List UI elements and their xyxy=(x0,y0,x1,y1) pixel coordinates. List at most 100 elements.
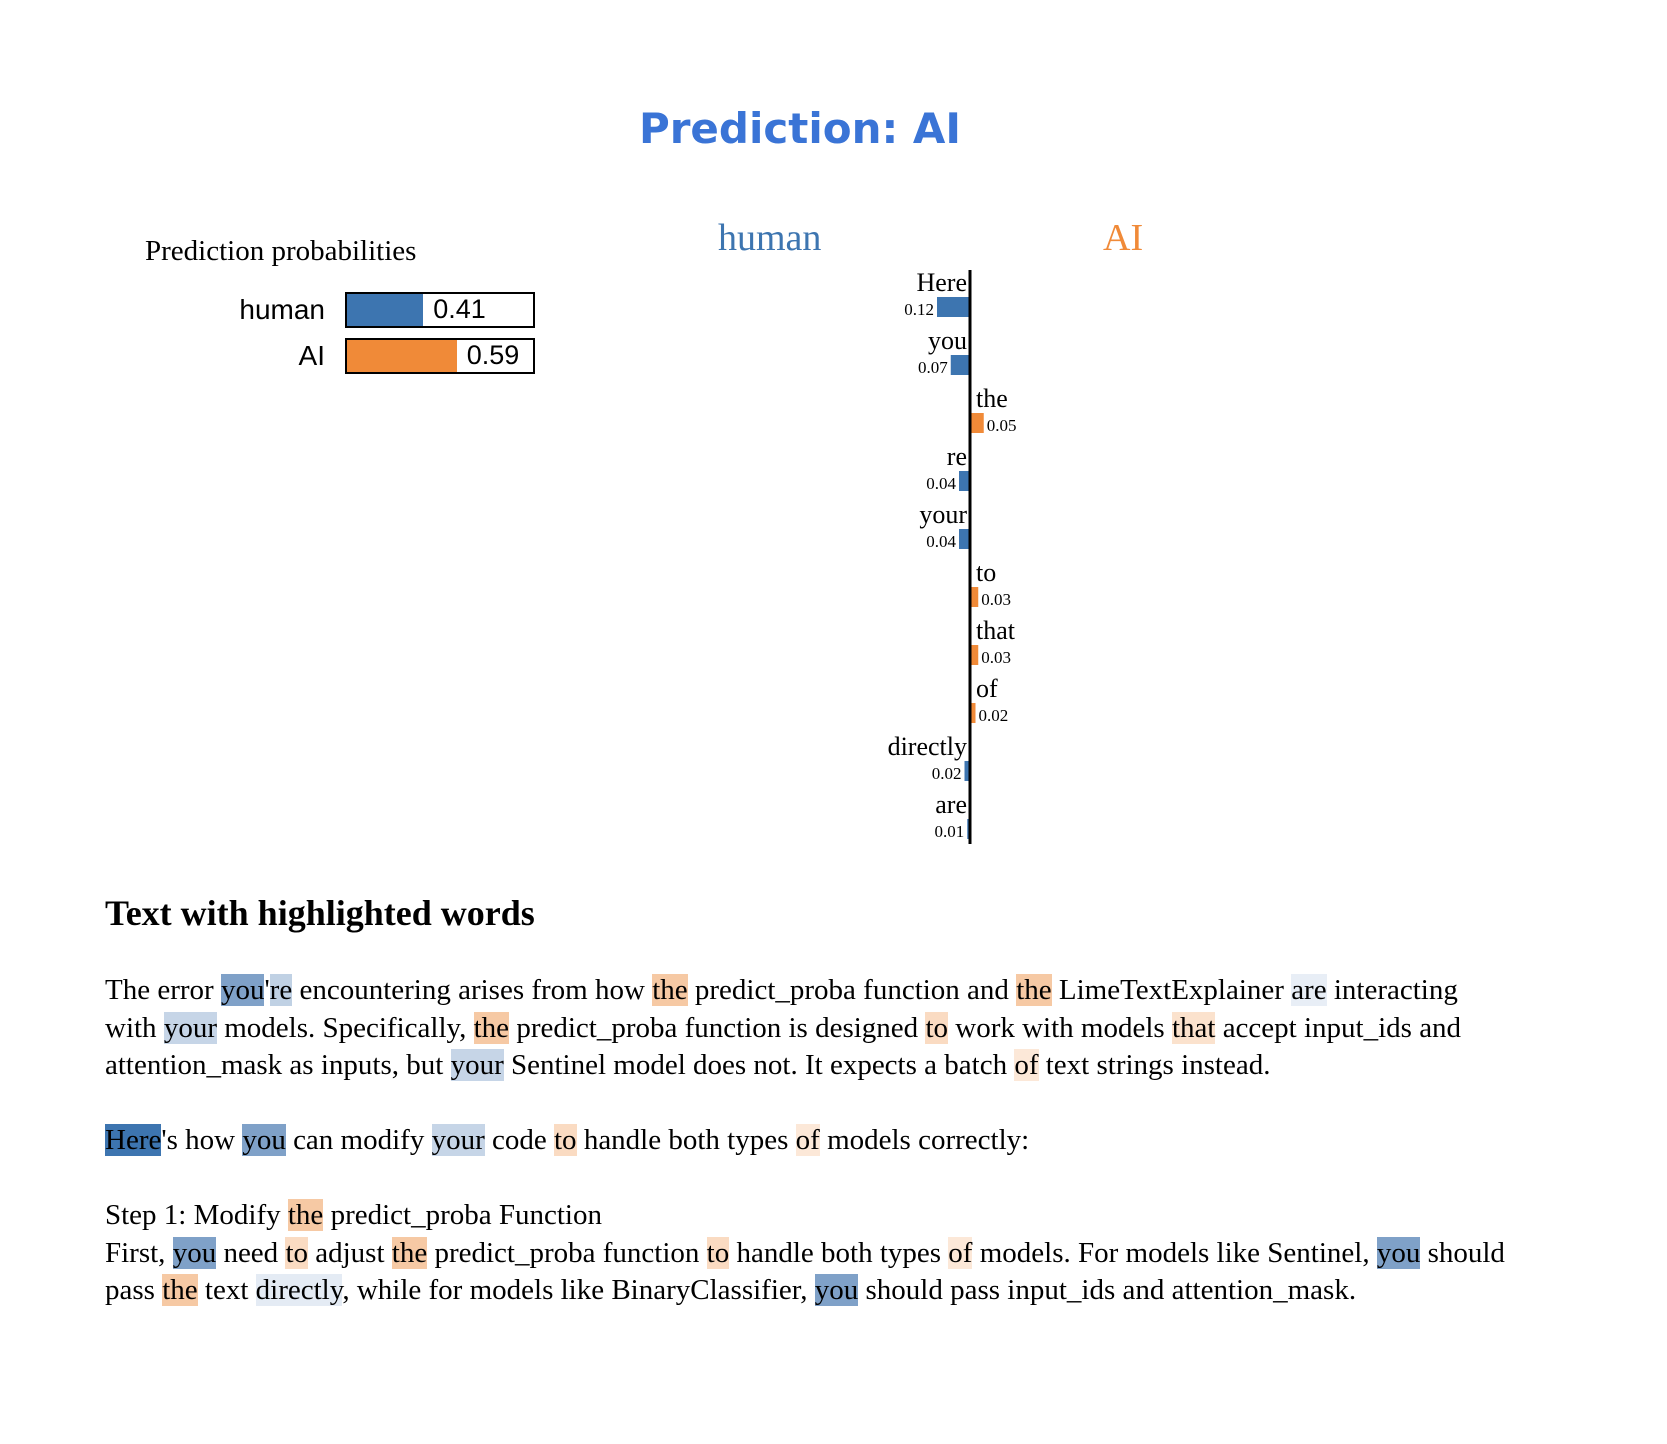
highlighted-word: to xyxy=(706,1236,730,1269)
text-segment: text xyxy=(197,1274,256,1306)
probability-bar-box xyxy=(345,338,535,374)
text-segment: models correctly: xyxy=(819,1124,1030,1156)
bar-the xyxy=(970,413,984,433)
highlighted-word: of xyxy=(795,1124,820,1156)
text-segment: models. For models like Sentinel, xyxy=(972,1236,1377,1269)
text-segment: predict_proba function and xyxy=(687,974,1017,1006)
highlighted-word: the xyxy=(473,1011,510,1044)
highlighted-text-title: Text with highlighted words xyxy=(105,893,535,933)
probabilities-title: Prediction probabilities xyxy=(145,235,417,267)
highlighted-word: the xyxy=(162,1274,198,1306)
prediction-title: Prediction: AI xyxy=(638,104,962,153)
feature-value-label: 0.07 xyxy=(918,358,948,377)
highlighted-word: directly xyxy=(255,1274,343,1306)
bar-directly xyxy=(964,761,970,781)
text-segment: The error xyxy=(105,974,221,1006)
text-segment: code xyxy=(484,1124,554,1156)
probability-label: human xyxy=(239,294,325,325)
highlighted-word: the xyxy=(287,1199,324,1231)
highlighted-word: your xyxy=(163,1011,217,1044)
highlighted-text: The error you're encountering arises fro… xyxy=(105,972,1505,1347)
feature-value-label: 0.03 xyxy=(981,648,1011,667)
highlighted-word: the xyxy=(1016,974,1052,1006)
text-segment: handle both types xyxy=(576,1124,796,1156)
highlighted-word: you xyxy=(1376,1236,1421,1269)
probability-bar-box xyxy=(345,292,535,328)
text-segment: interacting with xyxy=(105,974,1458,1044)
probability-label: AI xyxy=(298,340,325,371)
class-label-ai: AI xyxy=(1103,217,1144,259)
text-paragraph: Step 1: Modify the predict_proba Functio… xyxy=(105,1197,1505,1235)
feature-value-label: 0.04 xyxy=(926,532,956,551)
feature-value-label: 0.04 xyxy=(926,474,956,493)
feature-label: you xyxy=(928,326,967,355)
feature-label: your xyxy=(919,500,967,529)
text-segment: encountering arises from how xyxy=(292,974,653,1006)
highlighted-word: that xyxy=(1171,1011,1216,1044)
text-paragraph: First, you need to adjust the predict_pr… xyxy=(105,1235,1505,1310)
highlighted-word: the xyxy=(391,1236,428,1269)
highlighted-word: of xyxy=(1014,1049,1039,1081)
highlighted-word: you xyxy=(814,1274,859,1306)
text-segment: models. Specifically, xyxy=(216,1011,474,1044)
text-segment: predict_proba function is designed xyxy=(509,1011,926,1044)
feature-value-label: 0.05 xyxy=(987,416,1017,435)
highlighted-word: your xyxy=(450,1049,504,1081)
text-segment: ' xyxy=(264,974,270,1006)
text-segment: text strings instead. xyxy=(1038,1049,1271,1081)
probability-bar-fill xyxy=(347,340,457,372)
feature-weight-chart: Here 0.12 you 0.07 the 0.05 re 0.04 your 0.04 to 0.… xyxy=(888,270,1017,844)
bar-of xyxy=(970,703,976,723)
highlighted-word: Here xyxy=(105,1124,162,1156)
text-segment: predict_proba function xyxy=(427,1236,707,1269)
text-segment: Step 1: Modify xyxy=(105,1199,288,1231)
text-segment: First, xyxy=(105,1236,173,1269)
bar-Here xyxy=(937,297,970,317)
highlighted-word: to xyxy=(285,1236,308,1269)
bar-that xyxy=(970,645,979,665)
feature-label: the xyxy=(976,384,1008,413)
bar-you xyxy=(950,355,970,375)
highlighted-word: to xyxy=(554,1124,577,1156)
feature-value-label: 0.03 xyxy=(981,590,1011,609)
text-paragraph: The error you're encountering arises fro… xyxy=(105,972,1505,1085)
bar-your xyxy=(959,529,970,549)
text-segment: , while for models like BinaryClassifier… xyxy=(342,1274,815,1306)
probability-value: 0.59 xyxy=(466,340,520,370)
bar-re xyxy=(959,471,970,491)
text-segment: should pass xyxy=(105,1236,1505,1307)
text-segment: predict_proba Function xyxy=(323,1199,602,1231)
bar-to xyxy=(970,587,979,607)
feature-label: Here xyxy=(916,270,967,297)
highlighted-word: are xyxy=(1291,974,1327,1006)
class-label-human: human xyxy=(718,217,822,259)
text-segment: adjust xyxy=(308,1236,392,1269)
text-segment: handle both types xyxy=(729,1236,949,1269)
probability-value: 0.41 xyxy=(433,294,486,324)
feature-value-label: 0.02 xyxy=(979,706,1009,725)
highlighted-word: the xyxy=(652,974,688,1006)
probability-bar-fill xyxy=(347,294,424,326)
feature-label: are xyxy=(935,790,967,819)
feature-label: directly xyxy=(888,732,967,761)
feature-label: of xyxy=(976,674,998,703)
highlighted-word: your xyxy=(431,1124,485,1156)
text-segment: LimeTextExplainer xyxy=(1051,974,1292,1006)
feature-value-label: 0.12 xyxy=(904,300,934,319)
highlighted-word: you xyxy=(172,1236,217,1269)
text-segment: should pass input_ids and attention_mask… xyxy=(858,1274,1357,1306)
feature-label: that xyxy=(976,616,1016,645)
highlighted-word: re xyxy=(269,974,293,1006)
feature-value-label: 0.02 xyxy=(932,764,962,783)
highlighted-word: you xyxy=(220,974,265,1006)
feature-label: to xyxy=(976,558,996,587)
text-segment: 's how xyxy=(161,1124,243,1156)
text-segment: work with models xyxy=(948,1011,1172,1044)
text-segment: need xyxy=(216,1236,286,1269)
text-segment: can modify xyxy=(285,1124,432,1156)
text-segment: accept input_ids and attention_mask as i… xyxy=(105,1011,1462,1082)
highlighted-word: you xyxy=(242,1124,286,1156)
feature-value-label: 0.01 xyxy=(935,822,965,841)
highlighted-word: to xyxy=(925,1011,948,1044)
text-paragraph: Here's how you can modify your code to h… xyxy=(105,1122,1505,1160)
